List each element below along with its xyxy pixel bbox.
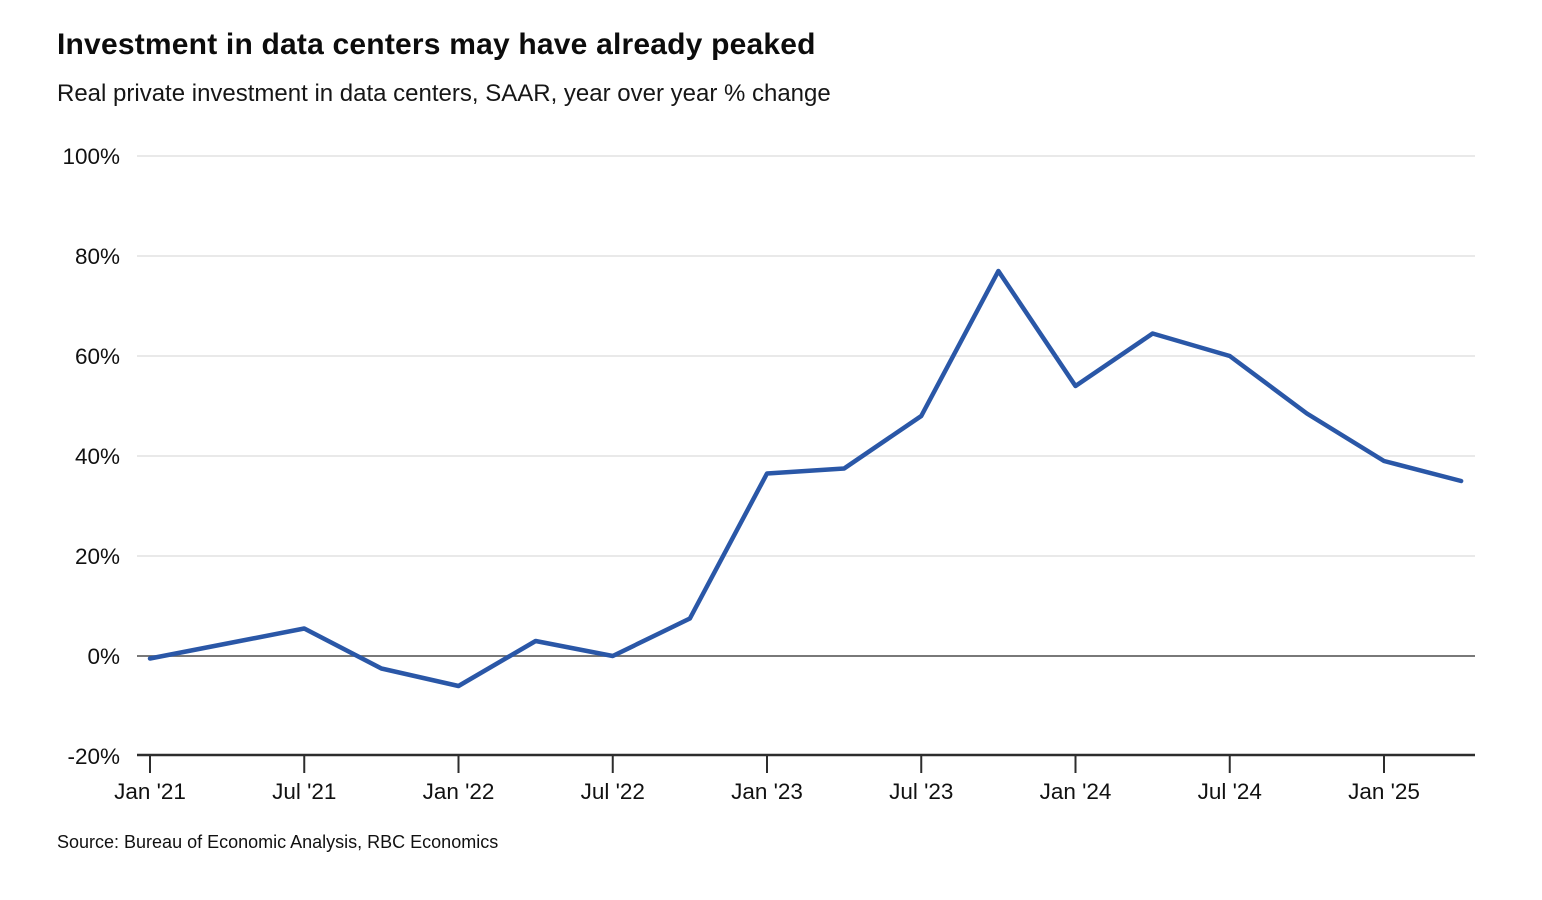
x-tick-label: Jul '21: [272, 779, 336, 804]
y-tick-label: 80%: [75, 244, 120, 269]
x-tick-label: Jul '24: [1198, 779, 1262, 804]
x-tick-label: Jan '25: [1348, 779, 1420, 804]
y-tick-label: 40%: [75, 444, 120, 469]
chart-title: Investment in data centers may have alre…: [57, 28, 816, 61]
y-tick-label: 0%: [87, 644, 120, 669]
source-note: Source: Bureau of Economic Analysis, RBC…: [57, 832, 499, 852]
y-tick-label: 60%: [75, 344, 120, 369]
x-tick-label: Jul '23: [889, 779, 953, 804]
y-tick-label: -20%: [67, 744, 120, 769]
x-tick-label: Jan '21: [114, 779, 186, 804]
data-line: [147, 268, 1464, 689]
chart-subtitle: Real private investment in data centers,…: [57, 80, 831, 107]
y-tick-label: 100%: [62, 144, 120, 169]
x-tick-label: Jan '23: [731, 779, 803, 804]
x-tick-label: Jul '22: [581, 779, 645, 804]
y-tick-label: 20%: [75, 544, 120, 569]
x-tick-label: Jan '24: [1040, 779, 1112, 804]
x-tick-label: Jan '22: [423, 779, 495, 804]
